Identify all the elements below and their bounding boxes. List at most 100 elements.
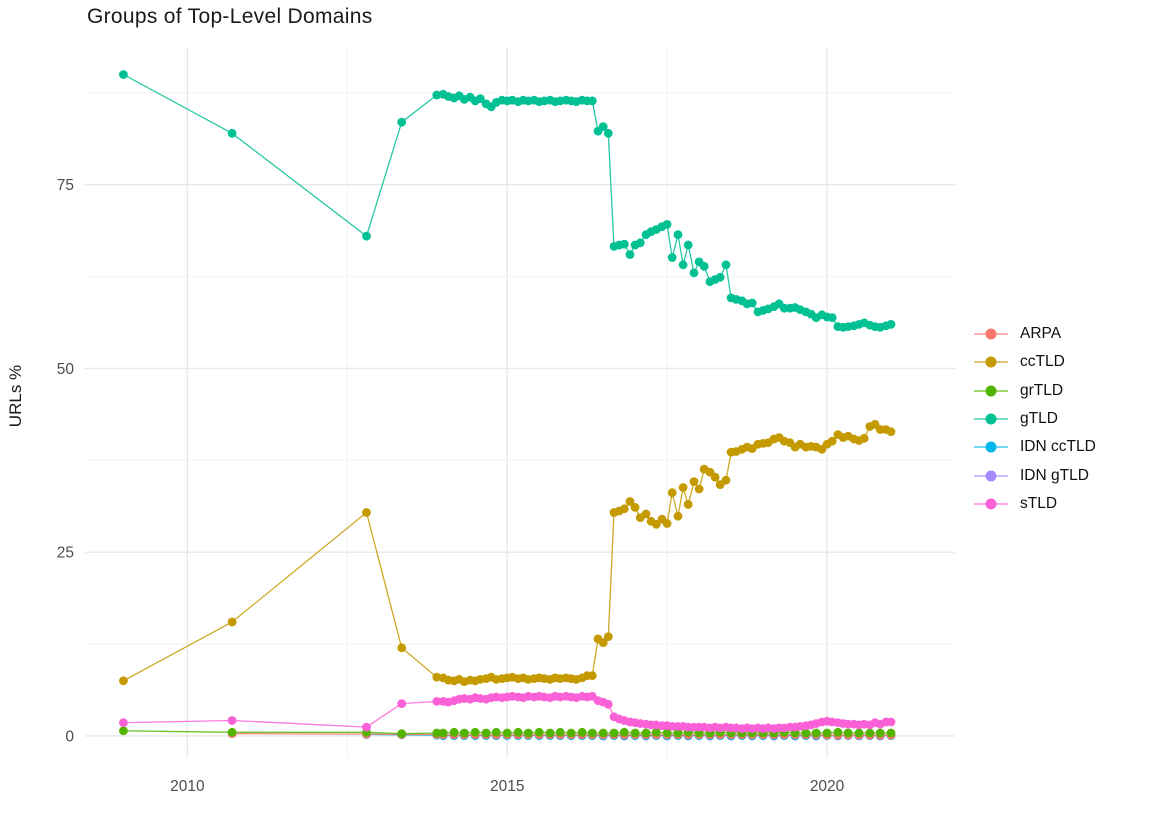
data-point bbox=[513, 727, 523, 737]
data-point bbox=[432, 672, 442, 682]
legend-key-icon bbox=[974, 497, 1008, 511]
data-point bbox=[491, 727, 501, 737]
data-point bbox=[673, 230, 683, 240]
data-point bbox=[619, 504, 629, 514]
data-point bbox=[227, 727, 237, 737]
data-point bbox=[678, 260, 688, 270]
data-point bbox=[432, 90, 442, 100]
data-point bbox=[603, 128, 613, 138]
data-point bbox=[603, 632, 613, 642]
data-point bbox=[699, 261, 709, 271]
x-tick-label: 2015 bbox=[490, 778, 524, 795]
data-point bbox=[119, 70, 128, 79]
data-point bbox=[566, 728, 576, 738]
data-point bbox=[481, 728, 491, 738]
data-point bbox=[362, 231, 371, 241]
data-point bbox=[641, 728, 651, 738]
data-point bbox=[119, 676, 128, 686]
data-point bbox=[667, 488, 677, 498]
data-point bbox=[609, 728, 619, 738]
data-point bbox=[859, 433, 869, 443]
data-point bbox=[362, 508, 371, 517]
data-point bbox=[827, 313, 837, 323]
legend-item-idn-cctld: IDN ccTLD bbox=[974, 433, 1096, 461]
data-point bbox=[662, 728, 672, 738]
data-point bbox=[227, 128, 237, 138]
data-point bbox=[801, 728, 811, 738]
data-point bbox=[119, 726, 128, 736]
data-point bbox=[630, 728, 640, 738]
series-stld bbox=[119, 691, 896, 733]
legend-key-icon bbox=[974, 440, 1008, 454]
data-point bbox=[865, 728, 875, 738]
data-point bbox=[227, 617, 237, 627]
y-tick-label: 0 bbox=[65, 728, 74, 745]
legend-item-label: ccTLD bbox=[1020, 353, 1065, 371]
data-point bbox=[397, 699, 407, 708]
legend-key-icon bbox=[974, 327, 1008, 341]
data-point bbox=[587, 728, 597, 738]
legend-item-idn-gtld: IDN gTLD bbox=[974, 461, 1096, 489]
data-point bbox=[662, 220, 672, 229]
data-point bbox=[811, 728, 821, 738]
data-point bbox=[587, 96, 597, 106]
y-tick-label: 50 bbox=[57, 361, 75, 378]
legend-item-arpa: ARPA bbox=[974, 320, 1096, 348]
y-axis-tick-labels: 0 25 50 75 bbox=[57, 177, 75, 745]
data-point bbox=[822, 728, 832, 738]
data-point bbox=[710, 472, 720, 482]
data-point bbox=[673, 728, 683, 738]
legend-item-stld: sTLD bbox=[974, 490, 1096, 518]
data-point bbox=[534, 727, 544, 737]
data-point bbox=[397, 643, 407, 653]
series-line bbox=[366, 733, 891, 737]
x-tick-label: 2010 bbox=[170, 778, 205, 795]
data-point bbox=[598, 122, 608, 131]
data-point bbox=[625, 497, 635, 506]
data-point bbox=[662, 519, 672, 528]
data-point bbox=[721, 475, 731, 485]
x-tick-label: 2020 bbox=[810, 778, 845, 795]
legend-key-icon bbox=[974, 469, 1008, 483]
data-point bbox=[459, 728, 469, 738]
y-tick-label: 75 bbox=[57, 177, 74, 194]
legend-item-label: sTLD bbox=[1020, 494, 1058, 512]
data-point bbox=[475, 94, 485, 104]
data-point bbox=[523, 728, 533, 738]
data-point bbox=[886, 717, 896, 727]
data-point bbox=[502, 728, 512, 738]
series-cctld bbox=[119, 419, 896, 686]
data-point bbox=[827, 436, 837, 446]
legend-item-label: ARPA bbox=[1020, 325, 1062, 343]
data-point bbox=[587, 671, 597, 681]
data-point bbox=[598, 638, 608, 647]
data-point bbox=[747, 298, 757, 308]
data-point bbox=[683, 500, 693, 509]
data-point bbox=[667, 253, 677, 262]
data-point bbox=[432, 697, 442, 706]
data-point bbox=[651, 727, 661, 737]
data-point bbox=[397, 729, 407, 739]
data-point bbox=[683, 240, 693, 250]
chart-title: Groups of Top-Level Domains bbox=[87, 5, 373, 28]
data-point bbox=[721, 260, 731, 270]
data-point bbox=[619, 239, 629, 249]
legend-item-label: gTLD bbox=[1020, 410, 1058, 428]
data-point bbox=[449, 727, 459, 737]
data-point bbox=[651, 519, 661, 529]
legend-item-label: grTLD bbox=[1020, 381, 1064, 399]
data-point bbox=[362, 722, 371, 732]
data-point bbox=[886, 728, 896, 738]
data-point bbox=[545, 728, 555, 738]
data-point bbox=[625, 250, 635, 259]
data-point bbox=[432, 728, 442, 738]
data-point bbox=[694, 484, 704, 494]
data-point bbox=[833, 727, 843, 737]
data-point bbox=[843, 728, 853, 738]
data-point bbox=[598, 728, 608, 738]
data-point bbox=[886, 320, 896, 329]
x-axis-tick-labels: 2010 2015 2020 bbox=[170, 778, 845, 795]
gridlines-major bbox=[85, 48, 955, 758]
data-point bbox=[715, 272, 725, 282]
